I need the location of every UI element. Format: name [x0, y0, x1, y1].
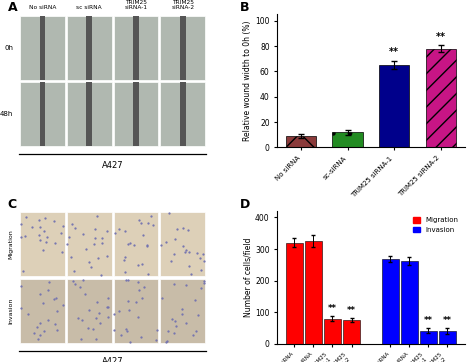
Text: No siRNA: No siRNA — [28, 5, 56, 10]
Text: **: ** — [347, 306, 356, 315]
Text: TRIM25
siRNA-2: TRIM25 siRNA-2 — [171, 0, 194, 10]
Bar — [113, 279, 158, 342]
Bar — [20, 279, 65, 342]
Text: Invasion: Invasion — [9, 298, 13, 324]
Bar — [133, 82, 139, 146]
Bar — [20, 16, 65, 80]
Bar — [286, 243, 303, 344]
Text: D: D — [240, 198, 250, 211]
Bar — [20, 212, 65, 276]
Bar — [86, 16, 92, 80]
Text: Migration: Migration — [9, 230, 13, 259]
Bar — [67, 82, 112, 146]
Bar — [439, 331, 456, 344]
Text: sc siRNA: sc siRNA — [76, 5, 102, 10]
Bar — [180, 82, 186, 146]
Legend: Migration, Invasion: Migration, Invasion — [410, 215, 461, 236]
Bar — [113, 16, 158, 80]
Bar — [382, 259, 399, 344]
Bar — [39, 82, 45, 146]
Bar — [420, 331, 437, 344]
Y-axis label: Relative wound width to 0h (%): Relative wound width to 0h (%) — [243, 21, 252, 141]
Bar — [86, 82, 92, 146]
Bar — [426, 49, 456, 147]
Text: **: ** — [389, 47, 399, 58]
Text: A: A — [8, 1, 18, 14]
Text: A427: A427 — [102, 161, 123, 169]
Bar — [160, 16, 205, 80]
Bar — [332, 132, 363, 147]
Bar — [67, 16, 112, 80]
Bar — [39, 16, 45, 80]
Text: C: C — [8, 198, 17, 211]
Bar — [286, 136, 316, 147]
Bar — [113, 212, 158, 276]
Bar — [67, 212, 112, 276]
Bar — [160, 82, 205, 146]
Bar — [324, 319, 341, 344]
Bar — [160, 212, 205, 276]
Text: **: ** — [443, 316, 452, 325]
Bar — [180, 16, 186, 80]
Bar — [305, 241, 322, 344]
Bar — [343, 320, 360, 344]
Bar — [67, 279, 112, 342]
Text: A427: A427 — [102, 357, 123, 362]
Bar — [133, 16, 139, 80]
Y-axis label: Number of cells/field: Number of cells/field — [243, 238, 252, 317]
Text: 48h: 48h — [0, 111, 13, 117]
Text: **: ** — [328, 304, 337, 313]
Text: 0h: 0h — [4, 45, 13, 51]
Text: B: B — [240, 1, 249, 14]
Bar — [379, 65, 410, 147]
Text: **: ** — [424, 316, 433, 325]
Text: **: ** — [436, 32, 446, 42]
Text: TRIM25
siRNA-1: TRIM25 siRNA-1 — [125, 0, 147, 10]
Bar — [20, 82, 65, 146]
Bar — [160, 279, 205, 342]
Bar — [113, 82, 158, 146]
Bar — [401, 261, 418, 344]
